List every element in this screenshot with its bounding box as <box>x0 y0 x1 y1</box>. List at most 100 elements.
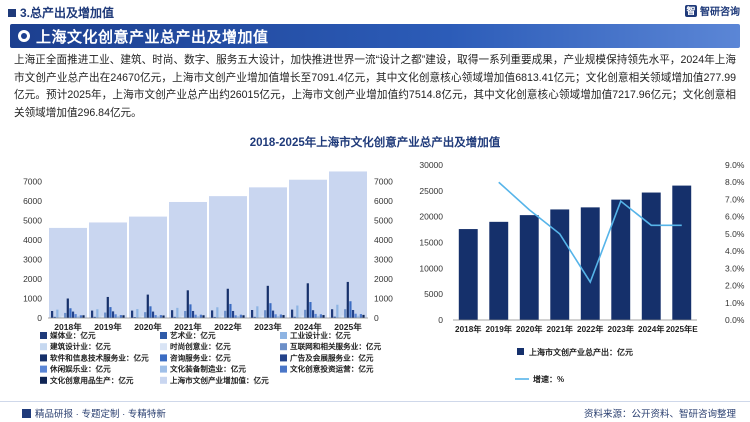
component-bar <box>162 315 165 318</box>
x-tick-label: 2019年 <box>94 322 122 332</box>
legend-label: 广告及会展服务业：亿元 <box>290 352 374 362</box>
component-bar <box>101 315 104 318</box>
legend-swatch <box>160 332 167 339</box>
footer-tagline: 精品研报 · 专题定制 · 专精特新 <box>22 406 166 420</box>
y2-tick-label: 1.0% <box>725 298 745 308</box>
total-output-bar <box>550 209 570 320</box>
component-bar <box>133 317 136 318</box>
component-bar <box>218 308 222 318</box>
component-bar <box>331 309 334 318</box>
component-bar <box>141 316 144 318</box>
right-chart: 0 5000 10000 15000 20000 25000 30000 0.0% 1.0% 2.… <box>419 160 745 384</box>
y-tick-label: 2000 <box>23 274 42 284</box>
component-bar <box>282 315 285 318</box>
y-tick-label: 15000 <box>419 238 443 248</box>
component-bar <box>157 316 160 318</box>
x-tick-label: 2022年 <box>214 322 242 332</box>
component-bar <box>199 314 202 318</box>
footer-source: 资料来源：公开资料、智研咨询整理 <box>583 409 736 420</box>
y2-tick-label: 3000 <box>374 255 393 265</box>
legend-swatch <box>280 332 287 339</box>
y-tick-label: 10000 <box>419 263 443 273</box>
component-bar <box>64 312 67 318</box>
component-bar <box>109 307 112 318</box>
component-bar <box>251 310 254 318</box>
component-bar <box>136 309 139 318</box>
x-tick-label: 2020年 <box>516 324 542 334</box>
legend-label: 休闲娱乐业：亿元 <box>49 364 111 374</box>
circle-bullet-icon <box>18 30 30 42</box>
y2-tick-label: 2.0% <box>725 281 745 291</box>
title-band: 上海文化创意产业总产出及增加值 <box>10 24 740 48</box>
component-bar <box>74 314 77 318</box>
component-bar <box>264 310 267 318</box>
component-bar <box>138 309 142 318</box>
y2-tick-label: 5.0% <box>725 229 745 239</box>
x-tick-label: 2023年 <box>608 324 634 334</box>
component-bar <box>258 308 262 318</box>
component-bar <box>151 311 155 318</box>
component-bar <box>61 315 64 318</box>
brand: 智 智研咨询 <box>685 3 740 18</box>
brand-logo-icon: 智 <box>685 4 697 17</box>
x-tick-label: 2023年 <box>254 322 282 332</box>
component-bar <box>178 309 182 318</box>
component-bar <box>213 316 216 318</box>
y-tick-label: 30000 <box>419 160 443 170</box>
total-output-bar <box>489 221 509 320</box>
component-bar <box>306 283 309 318</box>
component-bar <box>117 316 120 318</box>
component-bar <box>274 314 277 318</box>
y2-tick-label: 0.0% <box>725 315 745 325</box>
x-tick-label: 2018年 <box>455 324 481 334</box>
legend-label: 文化创意用品生产：亿元 <box>50 375 134 385</box>
component-bar <box>66 298 69 318</box>
component-bar <box>277 315 280 318</box>
component-bar <box>234 315 237 318</box>
component-bar <box>224 310 227 318</box>
body-paragraph: 上海正全面推进工业、建筑、时尚、数字、服务五大设计，加快推进世界一流“设计之都”… <box>14 54 736 119</box>
component-bar <box>189 304 192 318</box>
legend-swatch-bar <box>517 348 524 355</box>
y2-tick-label: 0 <box>374 313 379 323</box>
component-bar <box>279 314 282 318</box>
component-bar <box>53 316 56 318</box>
component-bar <box>362 314 365 318</box>
y2-tick-label: 4.0% <box>725 246 745 256</box>
component-bar <box>253 316 256 318</box>
section-label: 3.总产出及增加值 <box>20 6 115 20</box>
component-bar <box>317 315 320 318</box>
component-bar <box>266 285 269 318</box>
component-bar <box>338 307 342 318</box>
component-bar <box>319 314 322 318</box>
legend-swatch <box>40 343 47 351</box>
legend-label: 工业设计业：亿元 <box>290 330 351 340</box>
y-tick-label: 6000 <box>23 196 42 206</box>
legend-swatch <box>160 343 167 351</box>
total-output-bar <box>519 215 539 320</box>
component-bar <box>173 316 176 318</box>
component-bar <box>69 308 72 318</box>
component-bar <box>333 316 336 318</box>
legend-label: 文化创意投资运营：亿元 <box>290 364 374 374</box>
legend-label-line: 增速：% <box>533 374 564 384</box>
legend-label: 文化装备制造业：亿元 <box>170 364 246 374</box>
component-bar <box>271 310 275 318</box>
component-bar <box>197 316 200 318</box>
component-bar <box>176 307 179 318</box>
legend-swatch <box>280 343 287 351</box>
legend-swatch <box>160 354 167 362</box>
component-bar <box>261 315 264 318</box>
legend-swatch <box>40 376 47 384</box>
legend-label: 艺术业：亿元 <box>170 330 216 340</box>
component-bar <box>346 281 349 318</box>
component-bar <box>93 316 96 318</box>
component-bar <box>77 316 80 318</box>
y2-tick-label: 8.0% <box>725 177 745 187</box>
y-tick-label: 4000 <box>23 235 42 245</box>
legend-swatch <box>160 365 167 373</box>
component-bar <box>181 315 184 318</box>
legend-swatch <box>160 376 167 384</box>
legend-swatch <box>280 365 287 373</box>
total-output-bar <box>611 199 631 320</box>
